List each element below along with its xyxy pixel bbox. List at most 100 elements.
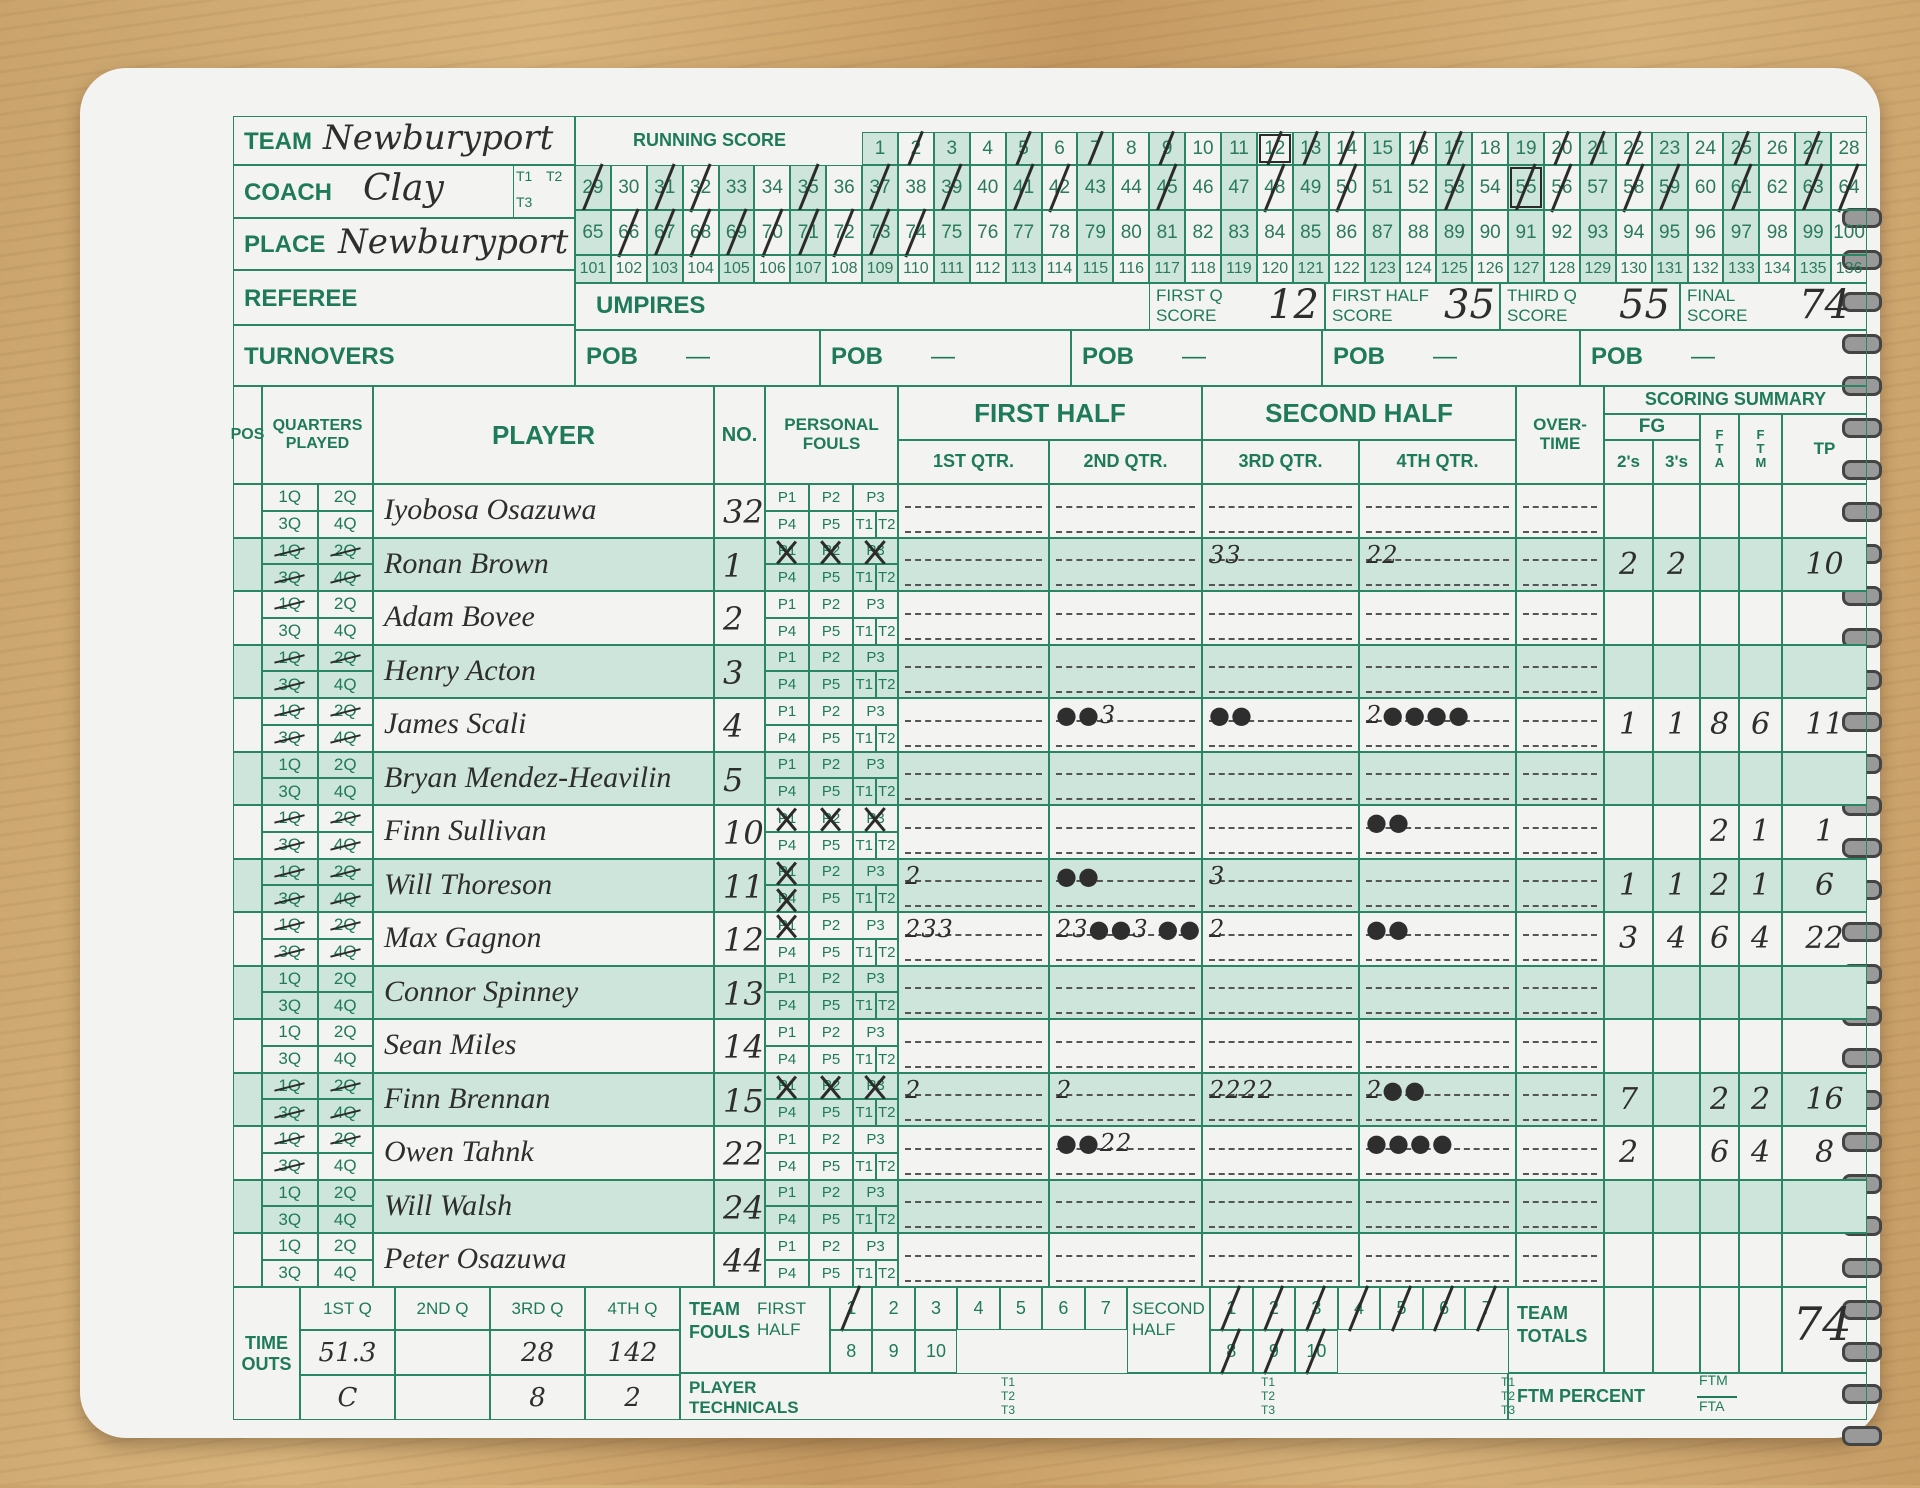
q3-scoring-cell[interactable]: 3 — [1202, 858, 1359, 912]
running-score-cell[interactable]: 72 — [826, 210, 863, 255]
q1-scoring-cell[interactable] — [898, 644, 1049, 698]
timeout-cell[interactable]: C — [300, 1375, 395, 1420]
q1-scoring-cell[interactable] — [898, 1126, 1049, 1180]
running-score-cell[interactable]: 61 — [1723, 165, 1760, 210]
running-score-cell[interactable]: 20 — [1544, 132, 1580, 165]
personal-foul-box[interactable]: P5 — [809, 617, 853, 645]
pos-cell[interactable] — [233, 1126, 262, 1180]
team-foul-box[interactable]: 8 — [830, 1330, 873, 1373]
q4-scoring-cell[interactable] — [1359, 1019, 1516, 1073]
timeout-cell[interactable]: 142 — [585, 1330, 680, 1375]
quarter-played-cell[interactable]: 3Q — [262, 1259, 318, 1287]
team-foul-box[interactable]: 6 — [1042, 1287, 1085, 1330]
personal-foul-box[interactable]: T2 — [875, 831, 898, 859]
player-name-cell[interactable]: Iyobosa Osazuwa — [373, 484, 714, 538]
running-score-cell[interactable]: 67 — [646, 210, 683, 255]
quarter-played-cell[interactable]: 4Q — [317, 1152, 373, 1180]
quarter-played-cell[interactable]: 1Q — [262, 912, 318, 939]
pos-cell[interactable] — [233, 1179, 262, 1233]
running-score-cell[interactable]: 104 — [682, 255, 719, 283]
ot-scoring-cell[interactable] — [1516, 484, 1604, 538]
running-score-cell[interactable]: 28 — [1831, 132, 1867, 165]
pos-cell[interactable] — [233, 858, 262, 912]
personal-foul-box[interactable]: P1 — [765, 751, 809, 779]
q3-scoring-cell[interactable] — [1202, 1233, 1359, 1287]
quarter-played-cell[interactable]: 4Q — [317, 617, 373, 645]
running-score-cell[interactable]: 1 — [862, 132, 898, 165]
quarter-played-cell[interactable]: 4Q — [317, 564, 373, 591]
personal-foul-box[interactable]: P5 — [809, 992, 853, 1019]
running-score-cell[interactable]: 12 — [1256, 132, 1293, 165]
running-score-cell[interactable]: 64 — [1831, 165, 1867, 210]
quarter-played-cell[interactable]: 4Q — [317, 992, 373, 1019]
q2-scoring-cell[interactable] — [1049, 1179, 1202, 1233]
ot-scoring-cell[interactable] — [1516, 912, 1604, 966]
q4-scoring-cell[interactable]: 2●●●● — [1359, 698, 1516, 752]
personal-foul-box[interactable]: P1 — [765, 1233, 809, 1260]
running-score-cell[interactable]: 107 — [790, 255, 827, 283]
quarter-played-cell[interactable]: 3Q — [262, 1206, 318, 1233]
quarter-played-cell[interactable]: 2Q — [317, 644, 373, 672]
running-score-cell[interactable]: 8 — [1113, 132, 1150, 165]
quarter-played-cell[interactable]: 1Q — [262, 698, 318, 725]
q4-scoring-cell[interactable] — [1359, 484, 1516, 538]
personal-foul-box[interactable]: P4 — [765, 1152, 809, 1180]
team-foul-box[interactable]: 4 — [957, 1287, 1000, 1330]
running-score-cell[interactable]: 127 — [1508, 255, 1544, 283]
quarter-played-cell[interactable]: 2Q — [317, 591, 373, 618]
quarter-played-cell[interactable]: 1Q — [262, 644, 318, 672]
quarter-played-cell[interactable]: 1Q — [262, 537, 318, 565]
running-score-cell[interactable]: 129 — [1579, 255, 1616, 283]
q1-scoring-cell[interactable]: 233 — [898, 912, 1049, 966]
personal-foul-box[interactable]: P4 — [765, 510, 809, 538]
running-score-cell[interactable]: 22 — [1615, 132, 1652, 165]
personal-foul-box[interactable]: P1 — [765, 698, 809, 725]
running-score-cell[interactable]: 95 — [1651, 210, 1688, 255]
q4-scoring-cell[interactable] — [1359, 858, 1516, 912]
personal-foul-box[interactable]: P2 — [809, 1126, 853, 1153]
team-foul-box[interactable]: 7 — [1084, 1287, 1127, 1330]
running-score-cell[interactable]: 62 — [1759, 165, 1796, 210]
personal-foul-box[interactable]: T1 — [853, 1152, 876, 1180]
ot-scoring-cell[interactable] — [1516, 698, 1604, 752]
personal-foul-box[interactable]: T2 — [875, 1206, 898, 1233]
running-score-cell[interactable]: 37 — [862, 165, 898, 210]
q2-scoring-cell[interactable] — [1049, 484, 1202, 538]
personal-foul-box[interactable]: P5 — [809, 1045, 853, 1073]
quarter-played-cell[interactable]: 3Q — [262, 671, 318, 698]
personal-foul-box[interactable]: P2 — [809, 1019, 853, 1046]
running-score-cell[interactable]: 91 — [1508, 210, 1544, 255]
personal-foul-box[interactable]: P4 — [765, 617, 809, 645]
running-score-cell[interactable]: 63 — [1795, 165, 1832, 210]
personal-foul-box[interactable]: T2 — [875, 724, 898, 752]
player-name-cell[interactable]: Bryan Mendez-Heavilin — [373, 751, 714, 805]
team-foul-box[interactable]: 6 — [1422, 1287, 1466, 1330]
quarter-played-cell[interactable]: 3Q — [262, 617, 318, 645]
running-score-cell[interactable]: 59 — [1651, 165, 1688, 210]
running-score-cell[interactable]: 9 — [1149, 132, 1186, 165]
q4-scoring-cell[interactable]: ●●●● — [1359, 1126, 1516, 1180]
running-score-cell[interactable]: 66 — [610, 210, 647, 255]
personal-foul-box[interactable]: P1 — [765, 965, 809, 993]
running-score-cell[interactable]: 5 — [1005, 132, 1042, 165]
running-score-cell[interactable]: 85 — [1292, 210, 1329, 255]
personal-foul-box[interactable]: P3 — [853, 858, 898, 886]
quarter-played-cell[interactable]: 4Q — [317, 831, 373, 859]
running-score-cell[interactable]: 56 — [1544, 165, 1580, 210]
running-score-cell[interactable]: 25 — [1723, 132, 1760, 165]
personal-foul-box[interactable]: T1 — [853, 1045, 876, 1073]
q2-scoring-cell[interactable] — [1049, 537, 1202, 591]
q1-scoring-cell[interactable]: 2 — [898, 858, 1049, 912]
q2-scoring-cell[interactable]: ●●22 — [1049, 1126, 1202, 1180]
running-score-cell[interactable]: 23 — [1651, 132, 1688, 165]
quarter-played-cell[interactable]: 1Q — [262, 1126, 318, 1153]
running-score-cell[interactable]: 30 — [610, 165, 647, 210]
running-score-cell[interactable]: 60 — [1687, 165, 1724, 210]
personal-foul-box[interactable]: T1 — [853, 831, 876, 859]
personal-foul-box[interactable]: P1 — [765, 484, 809, 511]
personal-foul-box[interactable]: P2 — [809, 591, 853, 618]
q1-scoring-cell[interactable] — [898, 1233, 1049, 1287]
personal-foul-box[interactable]: T1 — [853, 564, 876, 591]
q3-scoring-cell[interactable] — [1202, 805, 1359, 859]
ot-scoring-cell[interactable] — [1516, 965, 1604, 1019]
